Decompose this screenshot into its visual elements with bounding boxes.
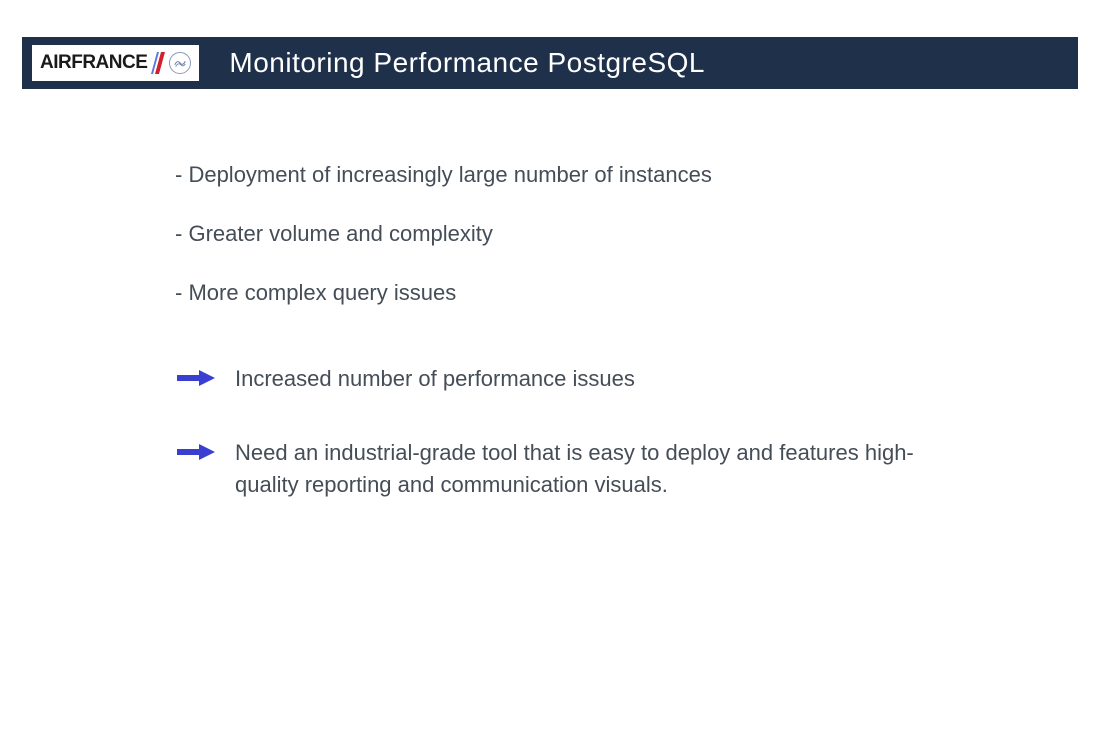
bullet-item: - Greater volume and complexity	[175, 219, 1020, 250]
bullet-prefix: -	[175, 221, 188, 246]
logo-text: AIRFRANCE	[40, 52, 147, 74]
arrow-right-icon	[175, 368, 217, 388]
arrow-section: Increased number of performance issues N…	[175, 363, 1020, 501]
arrow-row: Increased number of performance issues	[175, 363, 1020, 395]
header-bar: AIRFRANCE Monitoring Performance Postgre…	[22, 37, 1078, 89]
arrow-right-icon	[175, 442, 217, 462]
bullet-text: More complex query issues	[188, 280, 456, 305]
arrow-text: Need an industrial-grade tool that is ea…	[235, 437, 955, 501]
bullet-text: Deployment of increasingly large number …	[188, 162, 711, 187]
bullet-text: Greater volume and complexity	[188, 221, 492, 246]
bullet-item: - Deployment of increasingly large numbe…	[175, 160, 1020, 191]
bullet-prefix: -	[175, 162, 188, 187]
bullet-prefix: -	[175, 280, 188, 305]
arrow-text: Increased number of performance issues	[235, 363, 635, 395]
arrow-row: Need an industrial-grade tool that is ea…	[175, 437, 1020, 501]
bullet-item: - More complex query issues	[175, 278, 1020, 309]
content-area: - Deployment of increasingly large numbe…	[175, 160, 1020, 543]
logo-emblem-icon	[169, 52, 191, 74]
logo-box: AIRFRANCE	[32, 45, 199, 81]
logo-slash-icon	[151, 52, 165, 74]
slide-title: Monitoring Performance PostgreSQL	[229, 47, 705, 79]
